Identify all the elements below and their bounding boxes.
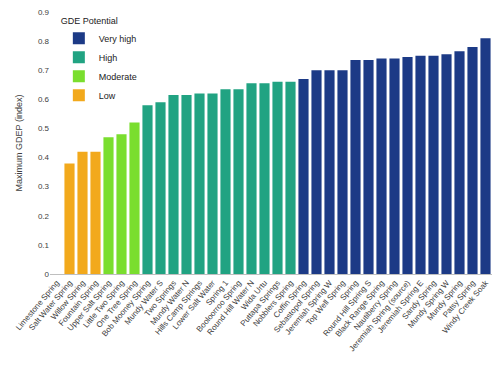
svg-text:Top Well Spring: Top Well Spring xyxy=(304,279,347,328)
svg-text:Spring 1: Spring 1 xyxy=(204,278,230,307)
svg-text:Patsy Spring: Patsy Spring xyxy=(441,279,477,320)
svg-text:Mundy Water N: Mundy Water N xyxy=(149,279,192,327)
svg-text:Black Range Spring: Black Range Spring xyxy=(334,279,386,339)
svg-text:0.7: 0.7 xyxy=(38,66,50,75)
svg-text:Little Two Spring: Little Two Spring xyxy=(81,279,126,330)
svg-text:Very high: Very high xyxy=(99,34,137,44)
svg-text:Sebastopol Spring: Sebastopol Spring xyxy=(272,279,321,335)
svg-text:0.4: 0.4 xyxy=(38,153,50,162)
svg-text:Booloorroo Spring: Booloorroo Spring xyxy=(195,279,243,334)
svg-text:Sandy Spring: Sandy Spring xyxy=(400,279,438,322)
svg-text:0.9: 0.9 xyxy=(38,8,50,17)
svg-text:High: High xyxy=(99,53,118,63)
svg-text:Windy Creek Soak: Windy Creek Soak xyxy=(441,278,491,335)
svg-text:0: 0 xyxy=(45,270,50,279)
svg-text:0.8: 0.8 xyxy=(38,37,50,46)
svg-text:Limestone Spring: Limestone Spring xyxy=(14,279,61,332)
svg-text:Lower Salt Water: Lower Salt Water xyxy=(171,278,217,331)
svg-text:Willow Spring: Willow Spring xyxy=(49,279,87,322)
svg-text:Jeremiah Spring W: Jeremiah Spring W xyxy=(283,278,334,336)
svg-text:Mundy Spring W: Mundy Spring W xyxy=(406,278,451,329)
svg-text:Low: Low xyxy=(99,91,116,101)
svg-text:Wida Urtu: Wida Urtu xyxy=(239,279,269,312)
svg-text:GDE Potential: GDE Potential xyxy=(61,16,118,26)
svg-text:Round Hill Water N: Round Hill Water N xyxy=(205,279,256,337)
svg-text:0.1: 0.1 xyxy=(38,241,50,250)
svg-text:0.3: 0.3 xyxy=(38,182,50,191)
svg-text:Hills Camp Springs: Hills Camp Springs xyxy=(153,279,204,337)
svg-text:Nautiberry Spring: Nautiberry Spring xyxy=(352,279,399,332)
svg-text:0.5: 0.5 xyxy=(38,124,50,133)
svg-text:0.6: 0.6 xyxy=(38,95,50,104)
svg-text:Coffin Spring: Coffin Spring xyxy=(272,279,309,320)
svg-text:Maximum GDEP (index): Maximum GDEP (index) xyxy=(14,95,24,192)
svg-text:Nobblers Spring: Nobblers Spring xyxy=(251,279,295,329)
svg-text:Puttapa Springs: Puttapa Springs xyxy=(239,279,282,328)
svg-text:Mundy Water S: Mundy Water S xyxy=(123,279,165,327)
svg-text:One Tree Spring: One Tree Spring xyxy=(94,279,139,330)
svg-text:0.2: 0.2 xyxy=(38,212,50,221)
svg-text:Round Hill Spring S: Round Hill Spring S xyxy=(321,279,373,338)
svg-text:Mundy Spring: Mundy Spring xyxy=(425,279,464,323)
svg-text:Two Springs: Two Springs xyxy=(143,279,178,319)
svg-text:Jeremiah Spring E: Jeremiah Spring E xyxy=(376,279,425,335)
svg-text:Moderate: Moderate xyxy=(99,72,137,82)
svg-text:Bob Mooney Spring: Bob Mooney Spring xyxy=(100,279,152,339)
svg-text:Fountain Spring: Fountain Spring xyxy=(57,279,100,328)
svg-text:Upper Salt Spring: Upper Salt Spring xyxy=(66,279,113,333)
svg-text:Spring: Spring xyxy=(338,279,360,302)
svg-text:Jeremiah Spring (source): Jeremiah Spring (source) xyxy=(347,278,412,353)
svg-text:Salt Water Spring: Salt Water Spring xyxy=(27,279,74,333)
